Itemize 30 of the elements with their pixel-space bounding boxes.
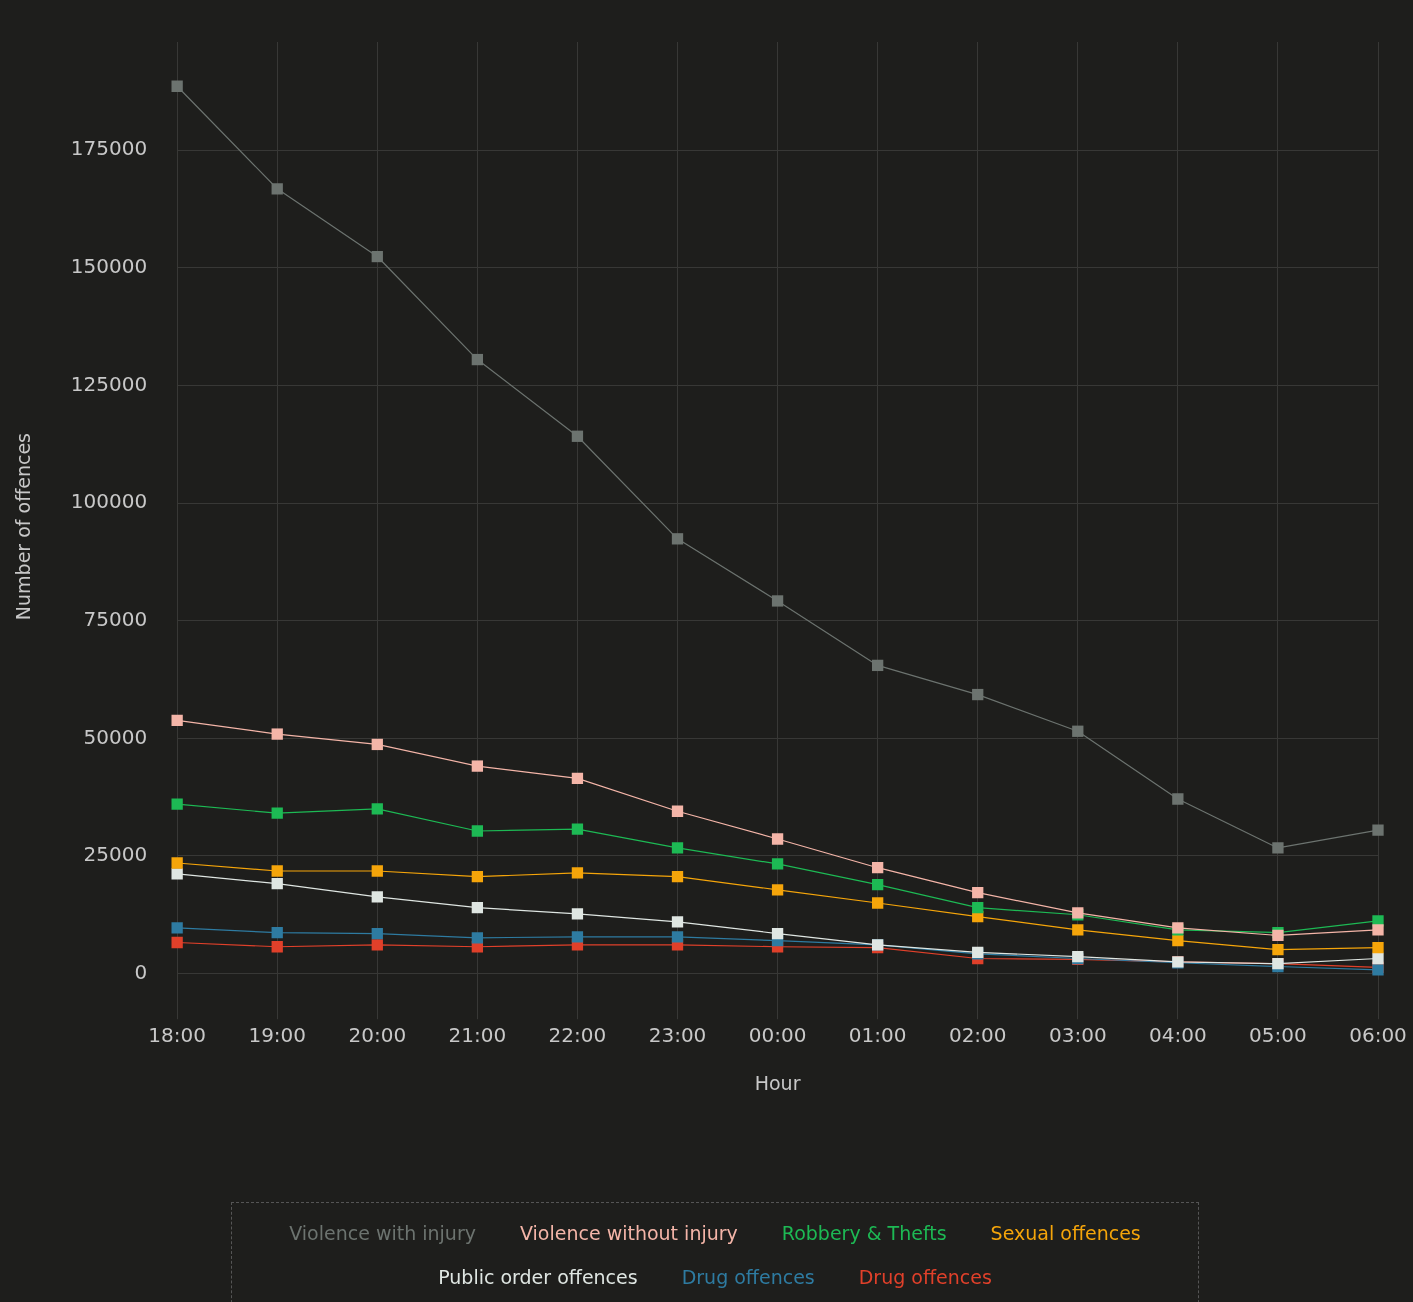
y-tick-label: 50000: [83, 724, 148, 749]
y-axis-title: Number of offences: [12, 433, 35, 621]
x-tick-label: 05:00: [1249, 1023, 1307, 1048]
x-tick-label: 21:00: [448, 1023, 507, 1048]
text: Violence with injury: [289, 1221, 476, 1246]
y-tick-label: 75000: [83, 606, 148, 631]
y-tick-label: 150000: [70, 254, 148, 279]
x-tick-label: 06:00: [1349, 1023, 1407, 1048]
x-tick-label: 03:00: [1048, 1023, 1107, 1048]
y-tick-label: 175000: [70, 136, 148, 161]
text: Drug offences: [858, 1265, 992, 1290]
x-tick-label: 20:00: [348, 1023, 407, 1048]
x-tick-label: 19:00: [248, 1023, 307, 1048]
x-axis-title: Hour: [754, 1071, 801, 1094]
y-tick-label: 0: [134, 959, 148, 984]
y-tick-label: 25000: [83, 842, 148, 867]
x-tick-label: 22:00: [548, 1023, 607, 1048]
x-tick-label: 18:00: [148, 1023, 206, 1048]
text: Violence without injury: [519, 1221, 738, 1246]
x-tick-label: 04:00: [1149, 1023, 1207, 1048]
text: Robbery & Thefts: [781, 1221, 947, 1246]
x-tick-label: 02:00: [948, 1023, 1007, 1048]
y-tick-label: 100000: [70, 489, 148, 514]
text: Public order offences: [438, 1265, 638, 1290]
x-tick-label: 23:00: [648, 1023, 707, 1048]
y-tick-label: 125000: [70, 371, 148, 396]
x-tick-label: 01:00: [848, 1023, 907, 1048]
text: Sexual offences: [990, 1221, 1141, 1246]
text: Drug offences: [681, 1265, 815, 1290]
x-tick-label: 00:00: [748, 1023, 807, 1048]
